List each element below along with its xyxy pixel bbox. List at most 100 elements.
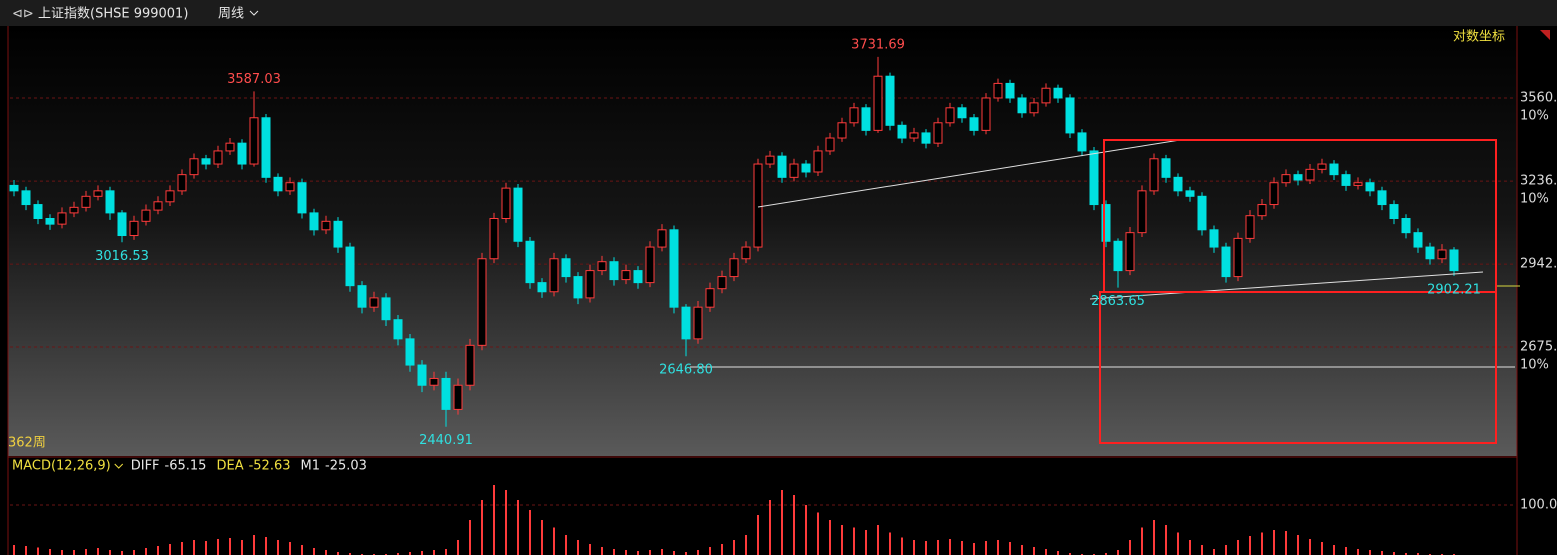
candle-body [585, 270, 595, 299]
period-chevron[interactable] [249, 10, 259, 16]
candle-body [1185, 190, 1195, 197]
period-selector[interactable]: 周线 [218, 7, 244, 22]
candle-body [285, 182, 295, 192]
candle-body [525, 240, 535, 284]
candle-body [225, 142, 235, 152]
candle-body [681, 306, 691, 340]
candle-body [1041, 87, 1051, 104]
candle-body [1065, 97, 1075, 134]
candle-body [81, 195, 91, 208]
candle-body [1017, 97, 1027, 114]
candle-body [645, 246, 655, 284]
extreme-label: 3016.53 [95, 249, 149, 264]
y-tick-note: 10% [1520, 192, 1549, 207]
candle-body [801, 163, 811, 173]
y-tick-label: 2942. [1520, 257, 1557, 272]
candle-body [957, 107, 967, 119]
candle-body [417, 364, 427, 386]
candle-body [297, 182, 307, 214]
candle-body [777, 155, 787, 178]
candle-body [345, 246, 355, 287]
candle-body [1077, 132, 1087, 152]
candle-body [9, 184, 19, 192]
candle-body [837, 122, 847, 139]
candle-body [1125, 232, 1135, 272]
candle-body [465, 344, 475, 386]
candle-body [1389, 204, 1399, 219]
candle-body [633, 270, 643, 284]
candle-body [1005, 82, 1015, 99]
candle-body [333, 220, 343, 248]
candle-body [201, 158, 211, 165]
candle-body [813, 150, 823, 173]
y-tick-label: 100.0 [1520, 498, 1557, 513]
candle-body [57, 212, 67, 225]
candle-body [1341, 174, 1351, 186]
candle-body [621, 270, 631, 281]
candle-body [309, 212, 319, 231]
candle-body [165, 190, 175, 203]
candle-body [369, 297, 379, 308]
candle-body [729, 258, 739, 278]
candle-body [117, 212, 127, 237]
candle-body [549, 258, 559, 293]
candle-body [1317, 163, 1327, 170]
symbol-title: 上证指数(SHSE 999001) [38, 7, 188, 22]
candle-body [249, 117, 259, 165]
candle-body [1101, 204, 1111, 242]
candle-body [981, 97, 991, 131]
candle-body [561, 258, 571, 278]
candle-body [789, 163, 799, 178]
indicator-value: -25.03 [325, 459, 367, 474]
candle-body [381, 297, 391, 321]
candle-body [1281, 174, 1291, 184]
candle-body [609, 261, 619, 281]
candle-body [1353, 182, 1363, 186]
highlight-box [1099, 291, 1497, 444]
candle-body [1161, 158, 1171, 178]
candle-body [429, 377, 439, 386]
candle-body [1029, 102, 1039, 114]
candle-body [141, 209, 151, 222]
candle-body [1305, 168, 1315, 181]
extreme-label: 3731.69 [851, 37, 905, 52]
indicator-label: M1 [301, 459, 321, 474]
candle-body [1113, 240, 1123, 272]
candle-body [1269, 182, 1279, 206]
trend-line [1089, 271, 1484, 300]
candle-body [897, 124, 907, 139]
candle-body [1233, 237, 1243, 278]
candle-body [501, 187, 511, 219]
candle-body [1053, 87, 1063, 99]
candle-body [453, 384, 463, 410]
candle-body [1149, 158, 1159, 192]
candle-body [237, 142, 247, 165]
indicator-chevron [114, 463, 124, 469]
y-tick-label: 3560. [1520, 90, 1557, 105]
candle-body [909, 132, 919, 139]
candle-body [513, 187, 523, 242]
candle-body [1449, 249, 1459, 272]
extreme-label: 2646.80 [659, 363, 713, 378]
candle-body [1173, 176, 1183, 192]
indicator-label: DEA [216, 459, 243, 474]
candle-body [1257, 204, 1267, 217]
indicator-name[interactable]: MACD(12,26,9) [12, 459, 111, 474]
candle-body [861, 107, 871, 131]
candle-body [45, 217, 55, 225]
extreme-label: 2440.91 [419, 433, 473, 448]
scale-mode[interactable]: 对数坐标 [1453, 30, 1505, 45]
candle-body [753, 163, 763, 248]
candle-body [765, 155, 775, 165]
nav-icon[interactable]: ⊲⊳ [12, 7, 34, 22]
candle-body [969, 117, 979, 131]
extreme-label: 2863.65 [1091, 294, 1145, 309]
candle-body [1377, 190, 1387, 206]
candle-body [693, 306, 703, 340]
candle-body [825, 137, 835, 152]
candle-body [21, 190, 31, 206]
y-tick-label: 3236. [1520, 174, 1557, 189]
candle-body [657, 229, 667, 248]
candle-body [537, 282, 547, 293]
